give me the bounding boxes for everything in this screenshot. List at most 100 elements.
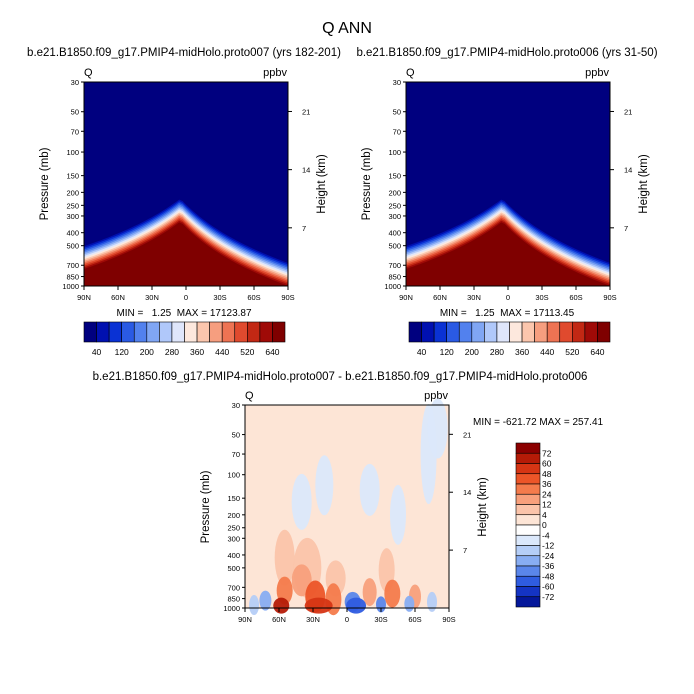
colorbar-label: 36: [542, 479, 552, 489]
colorbar-swatch: [272, 321, 286, 343]
y-axis-title: Pressure (mb): [200, 470, 212, 543]
colorbar-swatch: [597, 321, 611, 343]
x-axis: 90N 60N 30N 0 30S 60S 90S: [238, 608, 456, 624]
colorbar: 40 120 200 280 360 440 520 640: [83, 321, 286, 357]
x-tick-label: 60N: [111, 293, 125, 302]
colorbar-label: 640: [265, 347, 279, 357]
colorbar: 40 120 200 280 360 440 520 640: [408, 321, 611, 357]
colorbar-label: 280: [490, 347, 504, 357]
colorbar-swatch: [515, 555, 541, 567]
y-right-tick-label: 14: [302, 166, 310, 175]
difference-blob: [291, 564, 312, 597]
y-tick-label: 400: [66, 229, 79, 238]
y-axis-right: 21 14 7: [449, 430, 471, 555]
difference-blob: [276, 576, 293, 605]
right-label: ppbv: [263, 67, 287, 79]
colorbar-swatch: [559, 321, 573, 343]
x-tick-label: 60S: [408, 615, 421, 624]
colorbar-label: 440: [540, 347, 554, 357]
colorbar-swatch: [515, 524, 541, 536]
difference-blob: [427, 591, 437, 612]
colorbar-label: 200: [140, 347, 154, 357]
colorbar-swatch: [83, 321, 97, 343]
colorbar-swatch: [96, 321, 110, 343]
page-title: Q ANN: [322, 20, 372, 37]
y-tick-label: 1000: [384, 282, 401, 291]
colorbar-swatch: [515, 504, 541, 516]
stats-text: MIN = 1.25 MAX = 17113.45: [440, 308, 575, 319]
x-tick-label: 60S: [569, 293, 582, 302]
difference-blob: [427, 398, 448, 459]
y-tick-label: 850: [66, 273, 79, 282]
x-tick-label: 0: [345, 615, 349, 624]
difference-blob: [291, 473, 312, 530]
x-tick-label: 30S: [213, 293, 226, 302]
colorbar-swatch: [446, 321, 460, 343]
colorbar-swatch: [484, 321, 498, 343]
y-tick-label: 700: [227, 583, 240, 592]
y-tick-label: 700: [388, 261, 401, 270]
plot-area: [405, 81, 611, 287]
panel-title: b.e21.B1850.f09_g17.PMIP4-midHolo.proto0…: [27, 47, 341, 59]
contour-band: [84, 222, 288, 286]
y-tick-label: 150: [388, 172, 401, 181]
difference-blob: [259, 590, 272, 611]
difference-blob: [273, 597, 290, 614]
colorbar-swatch: [515, 483, 541, 495]
y-axis-right: 21 14 7: [610, 107, 632, 233]
x-tick-label: 0: [184, 293, 188, 302]
colorbar-label: -12: [542, 541, 555, 551]
y-tick-label: 500: [66, 242, 79, 251]
colorbar-swatch: [458, 321, 473, 343]
difference-blob: [274, 529, 295, 586]
colorbar-label: 520: [565, 347, 579, 357]
difference-blob: [304, 597, 333, 614]
right-label: ppbv: [424, 390, 448, 402]
colorbar-swatch: [133, 321, 148, 343]
colorbar-label: 40: [417, 347, 427, 357]
x-tick-label: 60S: [247, 293, 260, 302]
colorbar-swatch: [509, 321, 523, 343]
y-tick-label: 200: [227, 511, 240, 520]
y-tick-label: 1000: [223, 604, 240, 613]
right-label: ppbv: [585, 67, 609, 79]
y-tick-label: 200: [66, 188, 79, 197]
y-tick-label: 300: [66, 212, 79, 221]
y-tick-label: 400: [388, 229, 401, 238]
y-tick-label: 70: [232, 450, 240, 459]
y-right-tick-label: 21: [302, 107, 310, 116]
panel-top-left: b.e21.B1850.f09_g17.PMIP4-midHolo.proto0…: [27, 47, 341, 357]
y-right-tick-label: 7: [463, 546, 467, 555]
colorbar-swatch: [209, 321, 223, 343]
colorbar-swatch: [234, 321, 248, 343]
x-tick-label: 60N: [433, 293, 447, 302]
colorbar-label: -24: [542, 551, 555, 561]
colorbar-label: -48: [542, 571, 555, 581]
colorbar-swatch: [515, 452, 541, 464]
y-tick-label: 400: [227, 551, 240, 560]
colorbar-label: -60: [542, 582, 555, 592]
x-tick-label: 90N: [77, 293, 91, 302]
x-tick-label: 30N: [467, 293, 481, 302]
colorbar-swatch: [433, 321, 447, 343]
colorbar-swatch: [521, 321, 535, 343]
y-tick-label: 30: [232, 401, 240, 410]
x-tick-label: 30S: [535, 293, 548, 302]
difference-blob: [359, 463, 380, 516]
colorbar-label: 60: [542, 459, 552, 469]
y-axis-title: Pressure (mb): [39, 147, 51, 220]
colorbar-swatch: [196, 321, 210, 343]
colorbar-label: 72: [542, 448, 552, 458]
colorbar-swatch: [515, 596, 541, 608]
colorbar-swatch: [159, 321, 173, 343]
background-field: [245, 405, 449, 608]
colorbar-swatch: [471, 321, 485, 343]
colorbar-label: -4: [542, 530, 550, 540]
colorbar-swatch: [515, 463, 541, 475]
x-tick-label: 60N: [272, 615, 286, 624]
y-tick-label: 100: [388, 148, 401, 157]
colorbar-label: 4: [542, 510, 547, 520]
